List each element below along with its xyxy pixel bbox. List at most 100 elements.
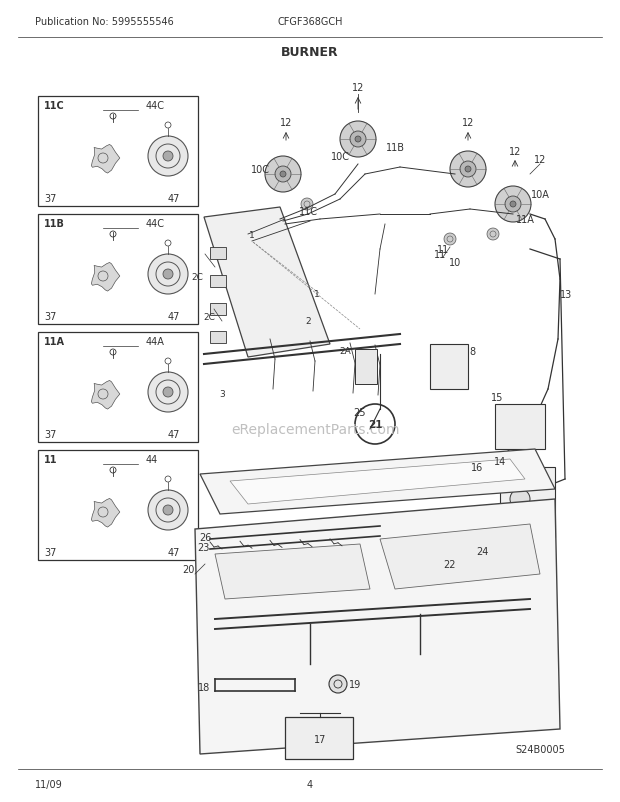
Text: 1: 1 [249, 230, 255, 239]
Text: 8: 8 [469, 346, 475, 357]
Circle shape [355, 137, 361, 143]
Text: 10: 10 [449, 257, 461, 268]
Polygon shape [204, 208, 330, 358]
Text: 12: 12 [509, 147, 521, 157]
Text: eReplacementParts.com: eReplacementParts.com [231, 423, 399, 436]
Polygon shape [230, 460, 525, 504]
Circle shape [495, 187, 531, 223]
Bar [38, 97, 198, 207]
Text: 2C: 2C [203, 313, 215, 322]
Bar [38, 451, 198, 561]
Text: 11C: 11C [298, 207, 317, 217]
Circle shape [510, 489, 530, 509]
Text: 21: 21 [368, 419, 383, 429]
Text: 12: 12 [280, 118, 292, 128]
Text: 10C: 10C [250, 164, 270, 175]
Text: Publication No: 5995555546: Publication No: 5995555546 [35, 17, 174, 27]
Circle shape [148, 255, 188, 294]
Text: 12: 12 [352, 83, 364, 93]
Bar [430, 345, 468, 390]
Text: 47: 47 [168, 429, 180, 439]
Polygon shape [91, 381, 120, 410]
Text: 11A: 11A [516, 215, 534, 225]
Text: 14: 14 [494, 456, 506, 467]
Text: 44A: 44A [146, 337, 165, 346]
Text: 10A: 10A [531, 190, 549, 200]
Text: 12: 12 [462, 118, 474, 128]
Text: 10C: 10C [330, 152, 350, 162]
Text: BURNER: BURNER [281, 46, 339, 59]
Polygon shape [91, 263, 120, 292]
Text: 26: 26 [199, 533, 211, 542]
Circle shape [340, 122, 376, 158]
Circle shape [465, 167, 471, 172]
Text: 18: 18 [198, 683, 210, 692]
Text: 3: 3 [219, 390, 225, 399]
Text: 20: 20 [182, 565, 194, 574]
Circle shape [460, 162, 476, 178]
Bar [38, 215, 198, 325]
Circle shape [450, 152, 486, 188]
Bar [285, 717, 353, 759]
Text: 11A: 11A [44, 337, 65, 346]
Circle shape [505, 196, 521, 213]
Text: 44C: 44C [146, 219, 165, 229]
Text: 15: 15 [491, 392, 503, 403]
Circle shape [355, 404, 395, 444]
Circle shape [163, 387, 173, 398]
Polygon shape [195, 500, 560, 754]
Text: 13: 13 [560, 290, 572, 300]
Text: 2A: 2A [339, 347, 351, 356]
Polygon shape [91, 145, 120, 174]
Text: 12: 12 [534, 155, 546, 164]
Text: 19: 19 [349, 679, 361, 689]
Text: 47: 47 [168, 547, 180, 557]
Circle shape [487, 229, 499, 241]
Polygon shape [91, 499, 120, 528]
Polygon shape [200, 449, 555, 514]
Bar [38, 333, 198, 443]
Text: 47: 47 [168, 312, 180, 322]
Text: CFGF368GCH: CFGF368GCH [277, 17, 343, 27]
Bar [210, 248, 226, 260]
Circle shape [350, 132, 366, 148]
Circle shape [163, 505, 173, 516]
Text: 47: 47 [168, 194, 180, 204]
Text: 16: 16 [471, 463, 483, 472]
Polygon shape [380, 525, 540, 589]
Text: 2C: 2C [191, 273, 203, 282]
Circle shape [148, 137, 188, 176]
Text: 11/09: 11/09 [35, 779, 63, 789]
Text: 22: 22 [444, 559, 456, 569]
Text: 24: 24 [476, 546, 488, 557]
Text: 11: 11 [44, 455, 58, 464]
Text: 25: 25 [353, 407, 365, 418]
Text: 44: 44 [146, 455, 158, 464]
Circle shape [301, 199, 313, 211]
Circle shape [148, 490, 188, 530]
Text: 37: 37 [44, 547, 56, 557]
Text: 37: 37 [44, 429, 56, 439]
Bar [355, 350, 377, 384]
Circle shape [444, 233, 456, 245]
Circle shape [510, 202, 516, 208]
Text: 4: 4 [307, 779, 313, 789]
Bar [500, 468, 555, 537]
Circle shape [163, 269, 173, 280]
Text: 11B: 11B [44, 219, 65, 229]
Text: 17: 17 [314, 734, 326, 744]
Text: 1: 1 [314, 290, 320, 299]
Bar [210, 304, 226, 316]
Circle shape [148, 373, 188, 412]
Text: S24B0005: S24B0005 [515, 744, 565, 754]
Bar [210, 331, 226, 343]
Text: 11: 11 [434, 249, 446, 260]
Circle shape [265, 157, 301, 192]
Bar [495, 404, 545, 449]
Polygon shape [215, 545, 370, 599]
Circle shape [280, 172, 286, 178]
Text: 23: 23 [197, 542, 209, 553]
Text: 2: 2 [305, 317, 311, 326]
Text: 11B: 11B [386, 143, 404, 153]
Text: 37: 37 [44, 312, 56, 322]
